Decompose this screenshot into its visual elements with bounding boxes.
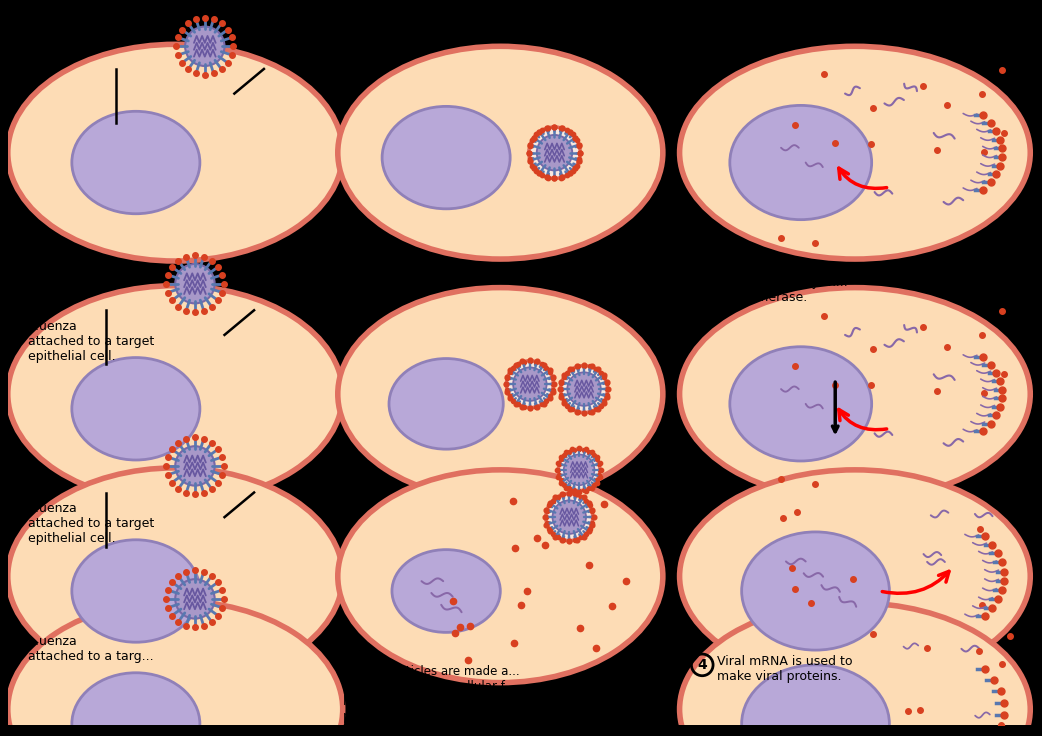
Ellipse shape (546, 494, 593, 540)
Ellipse shape (552, 500, 586, 534)
Ellipse shape (392, 550, 500, 632)
Text: by endocytosis.: by endocytosis. (382, 266, 491, 280)
Ellipse shape (72, 111, 200, 213)
Ellipse shape (742, 532, 890, 650)
Text: 4: 4 (697, 658, 708, 672)
Ellipse shape (679, 470, 1031, 682)
Ellipse shape (564, 455, 595, 485)
FancyArrowPatch shape (839, 409, 887, 430)
Ellipse shape (389, 358, 503, 449)
Ellipse shape (561, 366, 607, 412)
Ellipse shape (679, 603, 1031, 736)
Ellipse shape (7, 601, 343, 736)
Ellipse shape (559, 449, 600, 491)
Ellipse shape (679, 288, 1031, 500)
Ellipse shape (175, 264, 215, 303)
Ellipse shape (175, 446, 215, 486)
Text: Viral mRNA is used to
make viral proteins.: Viral mRNA is used to make viral protein… (717, 655, 852, 683)
Ellipse shape (7, 468, 343, 684)
Ellipse shape (679, 46, 1031, 259)
Ellipse shape (506, 361, 553, 408)
Text: ...uenza
attached to a targ...: ...uenza attached to a targ... (27, 635, 153, 663)
Ellipse shape (175, 579, 215, 618)
Text: ...uenza
attached to a target
epithelial cell.: ...uenza attached to a target epithelial… (27, 503, 154, 545)
Ellipse shape (72, 539, 200, 643)
Ellipse shape (382, 107, 511, 209)
Ellipse shape (729, 105, 872, 219)
Ellipse shape (338, 470, 663, 682)
FancyArrowPatch shape (883, 571, 949, 593)
Ellipse shape (567, 372, 601, 406)
Ellipse shape (185, 26, 224, 66)
Ellipse shape (513, 367, 547, 401)
Text: ...uenza
attached to a target
epithelial cell.: ...uenza attached to a target epithelial… (27, 320, 154, 363)
Ellipse shape (7, 286, 343, 503)
Ellipse shape (729, 347, 872, 461)
Ellipse shape (742, 665, 890, 736)
Ellipse shape (7, 44, 343, 261)
Ellipse shape (537, 135, 572, 171)
Text: iral RNA enters the nu...
where it is replicated by th...
viral RNA polymerase.: iral RNA enters the nu... where it is re… (668, 261, 847, 304)
Ellipse shape (72, 673, 200, 736)
Ellipse shape (528, 127, 580, 178)
Ellipse shape (338, 288, 663, 500)
FancyArrowPatch shape (839, 168, 887, 188)
Ellipse shape (338, 46, 663, 259)
Ellipse shape (72, 358, 200, 460)
Text: w viral particles are made a...
...ed into the extracellular f...
he cell, which: w viral particles are made a... ...ed in… (343, 665, 532, 723)
